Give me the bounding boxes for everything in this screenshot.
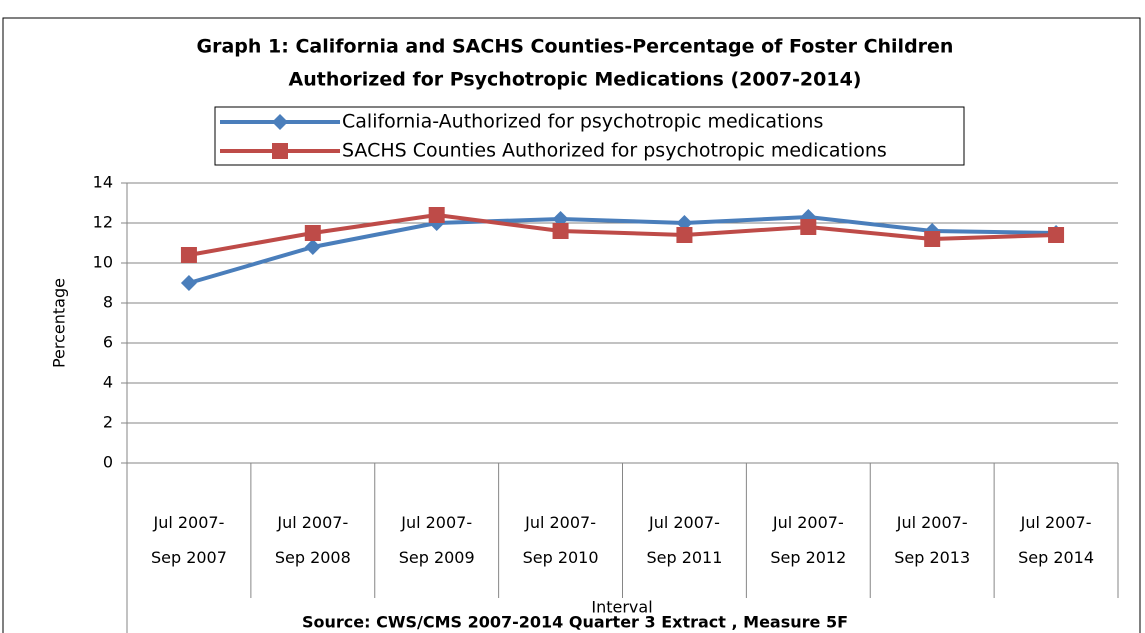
x-tick-label: Jul 2007- Sep 2008 (274, 513, 351, 567)
x-axis-label: Interval (591, 598, 652, 617)
x-tick-label: Jul 2007- Sep 2007 (150, 513, 227, 567)
legend-marker (272, 114, 288, 130)
x-tick-label: Jul 2007- Sep 2010 (522, 513, 599, 567)
marker (428, 207, 445, 223)
y-tick-label: 12 (93, 213, 113, 232)
legend-box (214, 106, 965, 166)
chart-title: Graph 1: California and SACHS Counties-P… (197, 36, 954, 58)
x-tick-label: Jul 2007- Sep 2011 (646, 513, 723, 567)
y-tick-label: 2 (103, 413, 113, 432)
marker (304, 239, 321, 255)
chart-title: Authorized for Psychotropic Medications … (289, 69, 862, 91)
series-line (188, 215, 1057, 285)
marker (1048, 227, 1065, 243)
source-note: Source: CWS/CMS 2007-2014 Quarter 3 Extr… (302, 613, 848, 632)
x-tick-label: Jul 2007- Sep 2014 (1018, 513, 1095, 567)
x-tick-label: Jul 2007- Sep 2012 (770, 513, 847, 567)
marker (800, 219, 817, 235)
marker (552, 223, 569, 239)
marker (676, 227, 693, 243)
y-tick-label: 4 (103, 373, 113, 392)
chart-frame (2, 17, 1141, 633)
y-tick-label: 0 (103, 453, 113, 472)
y-tick-label: 10 (93, 253, 113, 272)
marker (180, 247, 197, 263)
marker (180, 275, 197, 291)
marker (924, 231, 941, 247)
y-tick-label: 14 (93, 173, 113, 192)
y-axis-label: Percentage (50, 278, 69, 368)
y-tick-label: 8 (103, 293, 113, 312)
legend-marker (272, 143, 288, 159)
series-line (188, 213, 1057, 257)
y-tick-label: 6 (103, 333, 113, 352)
legend-label: SACHS Counties Authorized for psychotrop… (342, 140, 887, 162)
marker (304, 225, 321, 241)
x-tick-label: Jul 2007- Sep 2013 (894, 513, 971, 567)
legend-label: California-Authorized for psychotropic m… (342, 111, 823, 133)
x-tick-label: Jul 2007- Sep 2009 (398, 513, 475, 567)
